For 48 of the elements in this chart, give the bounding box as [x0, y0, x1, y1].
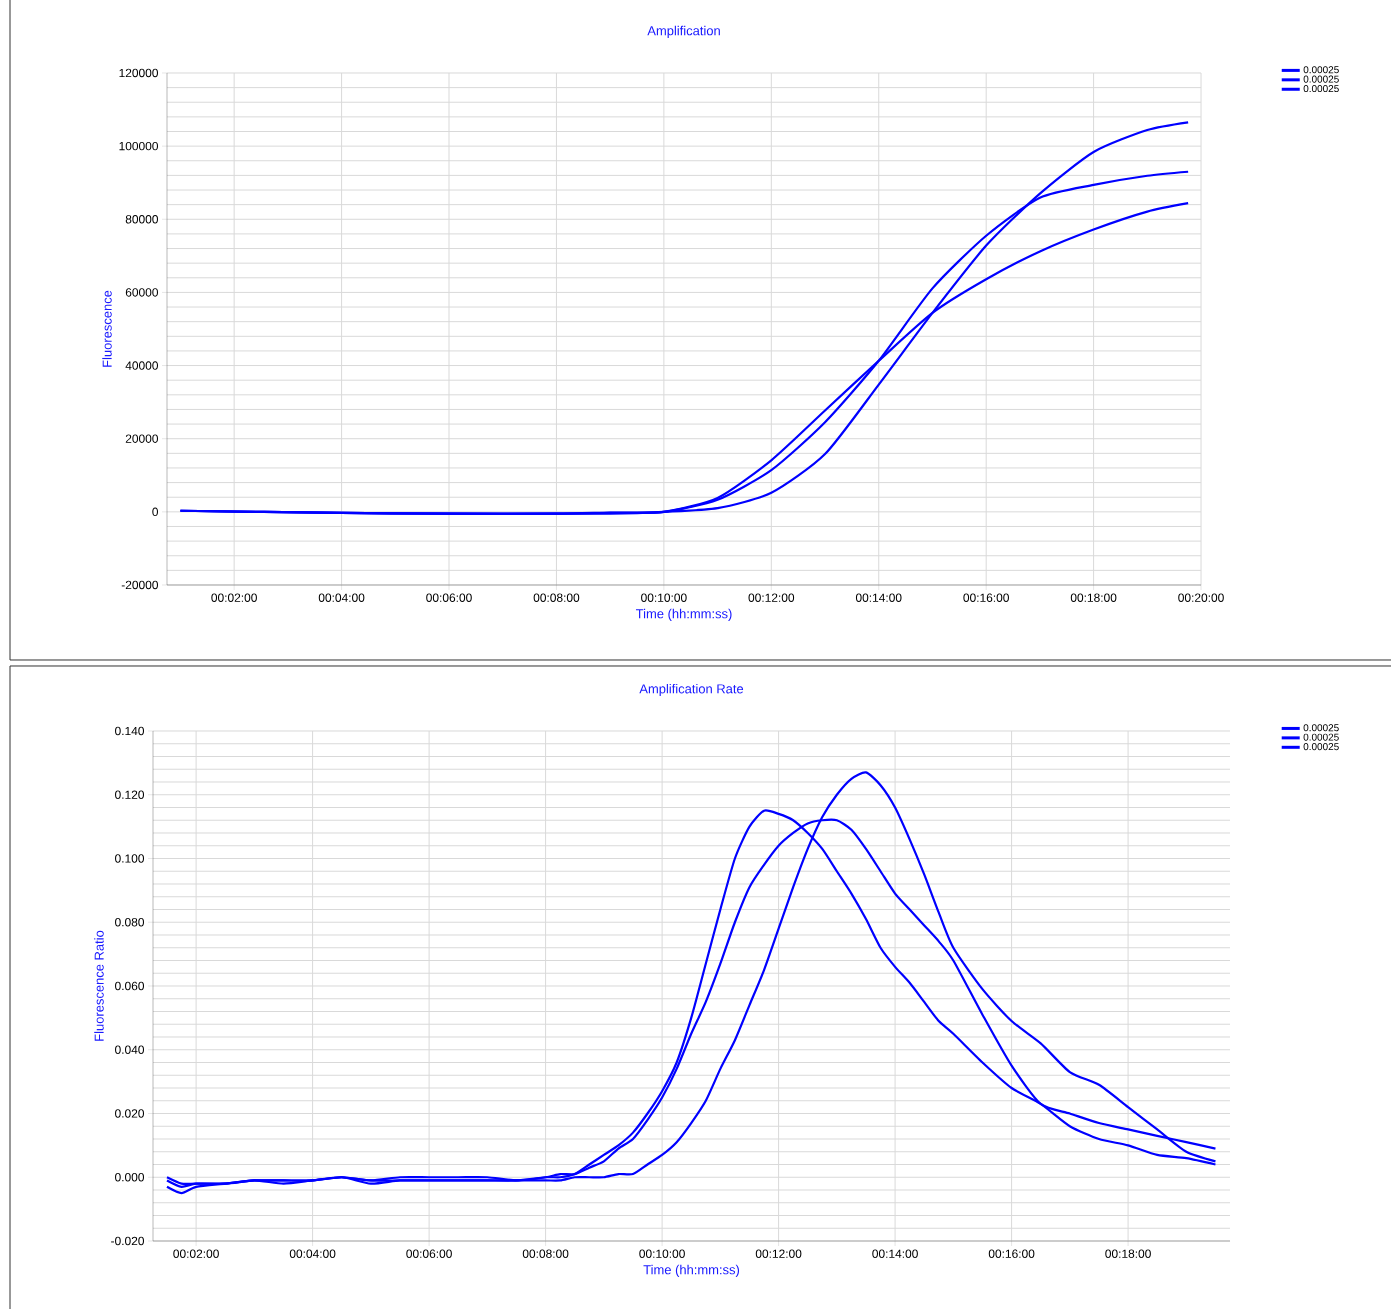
y-tick-label: 0.120 [115, 790, 145, 799]
x-tick-label: 00:10:00 [641, 593, 687, 602]
x-axis-title: Time (hh:mm:ss) [643, 1264, 740, 1277]
x-tick-label: 00:08:00 [522, 1249, 569, 1258]
x-tick-label: 00:14:00 [872, 1249, 918, 1258]
legend-label: 0.00025 [1303, 75, 1339, 83]
y-tick-label: 120000 [119, 68, 159, 78]
legend-label: 0.00025 [1303, 85, 1339, 93]
chart-title: Amplification [647, 25, 720, 38]
y-tick-label: 80000 [125, 215, 159, 224]
y-tick-label: 20000 [125, 434, 159, 443]
x-tick-label: 00:04:00 [289, 1249, 336, 1258]
x-tick-label: 00:02:00 [173, 1249, 219, 1258]
legend-label: 0.00025 [1303, 743, 1339, 751]
x-tick-label: 00:04:00 [318, 593, 365, 602]
y-tick-label: -0.020 [111, 1236, 145, 1246]
y-tick-label: 100000 [119, 141, 159, 151]
y-tick-label: 40000 [125, 361, 159, 370]
x-tick-label: 00:14:00 [855, 593, 902, 602]
x-axis-title: Time (hh:mm:ss) [635, 608, 732, 621]
x-tick-label: 00:06:00 [426, 593, 472, 602]
legend-label: 0.00025 [1303, 733, 1339, 741]
y-tick-label: 0.140 [115, 726, 145, 736]
chart-title: Amplification Rate [639, 683, 744, 696]
legend-label: 0.00025 [1303, 724, 1339, 732]
x-tick-label: 00:02:00 [211, 593, 257, 602]
x-tick-label: 00:18:00 [1070, 593, 1117, 602]
y-tick-label: 0.060 [115, 981, 145, 991]
y-tick-label: 0.080 [115, 918, 145, 927]
x-tick-label: 00:10:00 [639, 1249, 685, 1258]
x-tick-label: 00:08:00 [533, 593, 580, 602]
x-tick-label: 00:12:00 [748, 593, 795, 602]
x-tick-label: 00:06:00 [406, 1249, 452, 1258]
y-tick-label: -20000 [121, 580, 159, 590]
y-axis-title: Fluorescence Ratio [94, 930, 104, 1041]
legend-label: 0.00025 [1303, 66, 1339, 74]
x-tick-label: 00:16:00 [963, 593, 1009, 602]
y-tick-label: 0 [152, 507, 159, 517]
y-tick-label: 0.000 [115, 1173, 145, 1182]
x-tick-label: 00:12:00 [755, 1249, 802, 1258]
y-tick-label: 60000 [125, 288, 159, 297]
x-tick-label: 00:18:00 [1105, 1249, 1151, 1258]
x-tick-label: 00:16:00 [988, 1249, 1035, 1258]
y-tick-label: 0.020 [115, 1109, 145, 1118]
y-tick-label: 0.040 [115, 1045, 145, 1054]
x-tick-label: 00:20:00 [1178, 593, 1224, 602]
y-axis-title: Fluorescence [102, 290, 112, 367]
y-tick-label: 0.100 [115, 854, 145, 863]
